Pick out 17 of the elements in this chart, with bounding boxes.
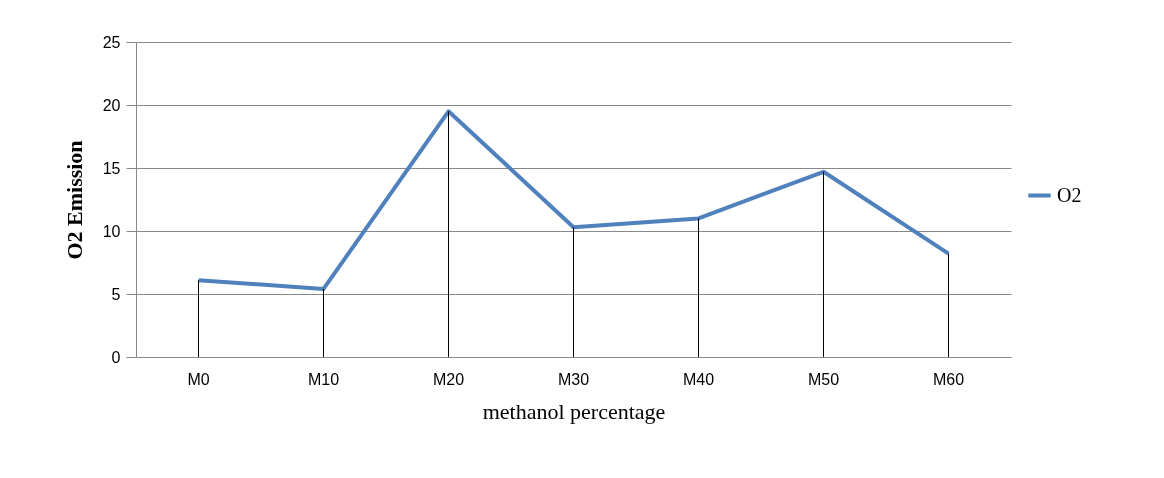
y-tick-label: 10 [102,222,121,240]
y-tick-label: 5 [111,285,121,303]
x-tick-label: M10 [307,370,340,388]
y-tick-label: 0 [111,348,121,366]
line-series [196,109,951,291]
y-tick-label: 20 [102,96,121,114]
x-tick-label: M0 [187,370,210,388]
legend-label: O2 [1057,183,1082,206]
y-tick-label: 25 [102,33,121,51]
x-tick-label: M50 [807,370,840,388]
x-tick-label: M30 [557,370,590,388]
y-axis-title: O2 Emission [61,140,87,260]
x-tick-label: M20 [432,370,465,388]
y-tick-label: 15 [102,159,121,177]
x-tick-label: M60 [932,370,965,388]
x-tick-label: M40 [682,370,715,388]
x-axis-title: methanol percentage [482,398,666,424]
